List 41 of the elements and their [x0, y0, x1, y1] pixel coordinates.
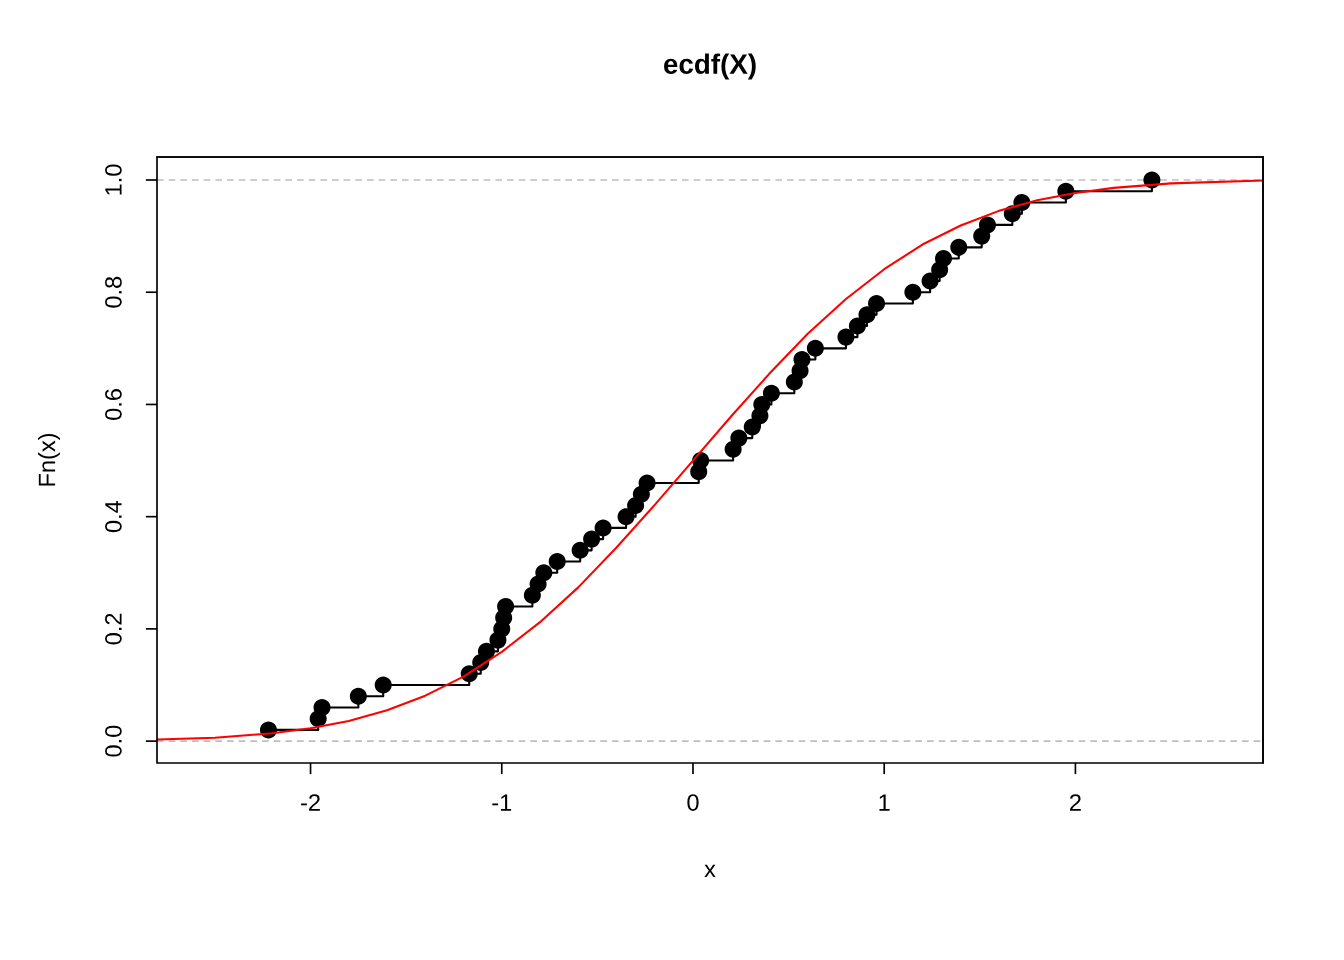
- y-axis-title: Fn(x): [37, 433, 60, 486]
- point: [837, 328, 855, 346]
- y-tick-label: 0.8: [105, 276, 122, 308]
- x-axis-title: x: [704, 864, 716, 878]
- y-tick-label: 0.4: [105, 500, 122, 533]
- point: [934, 250, 952, 268]
- point: [497, 597, 515, 615]
- y-tick-label: 0.0: [105, 725, 122, 757]
- point: [904, 283, 922, 301]
- x-tick-label: 0: [687, 794, 699, 811]
- x-tick-label: 1: [879, 794, 890, 811]
- x-tick-label: -2: [301, 794, 320, 811]
- y-tick-label: 0.6: [105, 389, 122, 420]
- chart-title: ecdf(X): [664, 53, 756, 80]
- y-tick-label: 1.0: [105, 164, 122, 195]
- x-tick-label: 2: [1070, 794, 1081, 811]
- point: [921, 272, 939, 290]
- point: [374, 676, 392, 694]
- y-tick-label: 0.2: [105, 613, 122, 645]
- point: [313, 698, 331, 716]
- point: [806, 339, 824, 357]
- point: [617, 508, 635, 526]
- point: [868, 294, 886, 312]
- point: [349, 687, 367, 705]
- point: [638, 474, 656, 492]
- point: [535, 564, 553, 582]
- point: [477, 642, 495, 660]
- point: [583, 530, 601, 548]
- point: [978, 216, 996, 234]
- line-series: [157, 179, 1263, 741]
- point: [571, 541, 589, 559]
- point: [762, 384, 780, 402]
- point: [793, 351, 811, 369]
- point: [858, 306, 876, 324]
- point: [753, 395, 771, 413]
- x-tick-label: -1: [492, 794, 512, 811]
- point: [548, 553, 566, 571]
- point: [950, 238, 968, 256]
- point: [730, 429, 748, 447]
- point: [594, 519, 612, 537]
- point: [848, 317, 866, 335]
